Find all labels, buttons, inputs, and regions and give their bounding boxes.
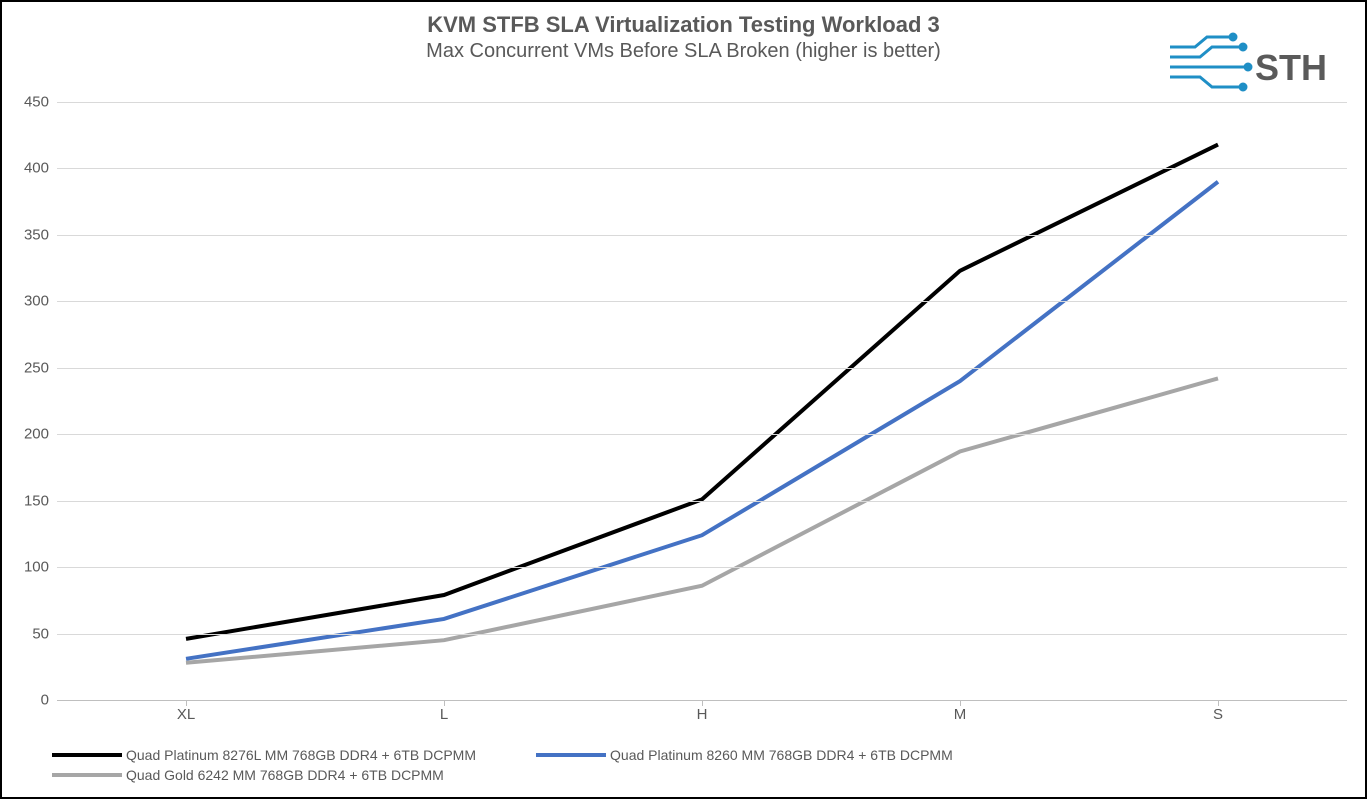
legend-item: Quad Platinum 8260 MM 768GB DDR4 + 6TB D… [536, 747, 953, 763]
logo-text: STH [1255, 47, 1327, 88]
x-tick-label: M [954, 706, 967, 723]
y-tick-label: 100 [24, 559, 49, 576]
chart-container: KVM STFB SLA Virtualization Testing Work… [0, 0, 1367, 799]
legend-swatch [52, 753, 122, 757]
gridline [57, 301, 1347, 302]
gridline [57, 434, 1347, 435]
y-tick-label: 350 [24, 226, 49, 243]
series-line [186, 145, 1218, 639]
y-tick-label: 450 [24, 94, 49, 111]
gridline [57, 368, 1347, 369]
y-tick-label: 300 [24, 293, 49, 310]
legend-label: Quad Platinum 8276L MM 768GB DDR4 + 6TB … [126, 747, 476, 763]
plot-area: 050100150200250300350400450XLLHMS [57, 102, 1347, 700]
chart-title: KVM STFB SLA Virtualization Testing Work… [2, 12, 1365, 38]
y-tick-label: 400 [24, 160, 49, 177]
sth-logo: STH [1165, 32, 1335, 107]
legend-swatch [536, 753, 606, 757]
legend-item: Quad Gold 6242 MM 768GB DDR4 + 6TB DCPMM [52, 767, 444, 783]
chart-subtitle: Max Concurrent VMs Before SLA Broken (hi… [2, 40, 1365, 63]
x-tick-label: L [440, 706, 448, 723]
x-tick-label: H [697, 706, 708, 723]
series-line [186, 378, 1218, 662]
gridline [57, 634, 1347, 635]
gridline [57, 102, 1347, 103]
series-lines [57, 102, 1347, 700]
gridline [57, 235, 1347, 236]
x-tick-label: XL [177, 706, 195, 723]
gridline [57, 567, 1347, 568]
y-tick-label: 200 [24, 426, 49, 443]
series-line [186, 182, 1218, 659]
chart-legend: Quad Platinum 8276L MM 768GB DDR4 + 6TB … [52, 747, 1345, 787]
legend-label: Quad Gold 6242 MM 768GB DDR4 + 6TB DCPMM [126, 767, 444, 783]
legend-swatch [52, 773, 122, 777]
chart-title-area: KVM STFB SLA Virtualization Testing Work… [2, 12, 1365, 63]
gridline [57, 168, 1347, 169]
y-tick-label: 250 [24, 359, 49, 376]
gridline [57, 501, 1347, 502]
x-tick-label: S [1213, 706, 1223, 723]
y-tick-label: 150 [24, 492, 49, 509]
legend-label: Quad Platinum 8260 MM 768GB DDR4 + 6TB D… [610, 747, 953, 763]
legend-item: Quad Platinum 8276L MM 768GB DDR4 + 6TB … [52, 747, 476, 763]
y-tick-label: 50 [32, 625, 49, 642]
y-tick-label: 0 [41, 692, 49, 709]
